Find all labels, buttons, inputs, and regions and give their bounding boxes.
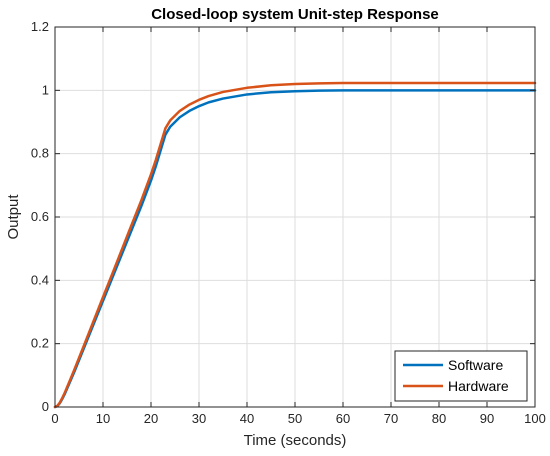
x-tick-label: 10 bbox=[96, 411, 110, 426]
x-tick-label: 60 bbox=[336, 411, 350, 426]
series-lines bbox=[53, 81, 537, 409]
y-tick-label: 0.2 bbox=[31, 336, 49, 351]
x-tick-label: 40 bbox=[240, 411, 254, 426]
x-tick-label: 90 bbox=[480, 411, 494, 426]
legend-box bbox=[394, 350, 528, 402]
x-tick-label: 0 bbox=[51, 411, 58, 426]
legend-label-software: Software bbox=[448, 357, 503, 373]
legend: Software Hardware bbox=[394, 350, 528, 402]
x-tick-label: 20 bbox=[144, 411, 158, 426]
x-tick-label: 80 bbox=[432, 411, 446, 426]
x-axis-label: Time (seconds) bbox=[244, 432, 347, 449]
x-tick-label: 100 bbox=[524, 411, 546, 426]
y-tick-label: 0 bbox=[42, 399, 49, 414]
chart-title: Closed-loop system Unit-step Response bbox=[151, 6, 439, 23]
y-tick-label: 0.8 bbox=[31, 146, 49, 161]
axis-ticks: 0 10 20 30 40 50 60 70 80 90 100 0 0.2 0.4 0.6 0.8 1 1.2 bbox=[31, 19, 546, 426]
y-tick-label: 1.2 bbox=[31, 19, 49, 34]
series-line-hardware bbox=[53, 81, 537, 409]
y-tick-label: 1 bbox=[42, 82, 49, 97]
x-tick-label: 50 bbox=[288, 411, 302, 426]
y-tick-label: 0.4 bbox=[31, 272, 49, 287]
legend-label-hardware: Hardware bbox=[448, 378, 509, 394]
x-tick-label: 30 bbox=[192, 411, 206, 426]
y-axis-label: Output bbox=[5, 194, 22, 240]
x-tick-label: 70 bbox=[384, 411, 398, 426]
y-tick-label: 0.6 bbox=[31, 209, 49, 224]
